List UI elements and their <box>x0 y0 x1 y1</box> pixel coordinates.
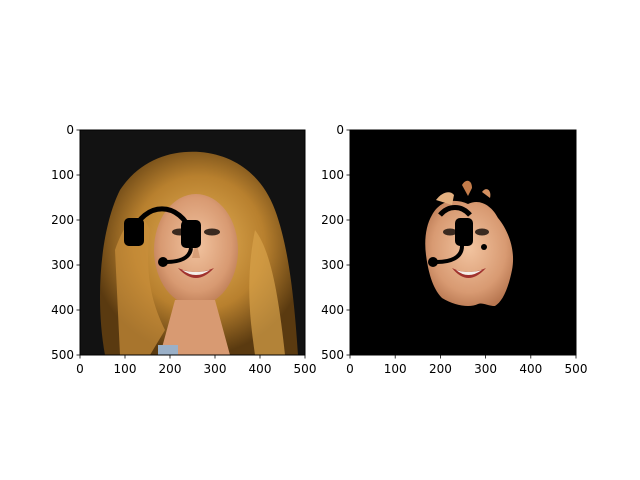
masked-earcup <box>455 218 473 246</box>
x-tick-label: 500 <box>294 362 317 376</box>
axes-frame <box>79 129 306 356</box>
x-tick-label: 300 <box>204 362 227 376</box>
right-earcup <box>181 220 201 248</box>
y-tick-label: 0 <box>66 123 74 137</box>
masked-teeth <box>456 270 482 275</box>
y-tick-label: 300 <box>51 258 74 272</box>
masked-left-eye <box>443 228 457 236</box>
masked-right-eye <box>475 228 489 236</box>
y-tick-label: 500 <box>321 348 344 362</box>
nose <box>192 240 200 258</box>
x-tick-label: 0 <box>346 362 354 376</box>
y-tick-label: 400 <box>51 303 74 317</box>
y-tick-label: 0 <box>336 123 344 137</box>
masked-face <box>425 200 514 306</box>
y-tick-label: 100 <box>51 168 74 182</box>
masked-image <box>350 130 576 355</box>
x-tick-label: 100 <box>114 362 137 376</box>
x-tick-label: 200 <box>159 362 182 376</box>
headset-mic-arm <box>165 247 193 264</box>
x-tick-label: 300 <box>474 362 497 376</box>
axes-frame <box>349 129 577 356</box>
masked-mic <box>428 257 438 267</box>
y-tick-label: 300 <box>321 258 344 272</box>
necklace <box>158 345 178 355</box>
x-tick-label: 0 <box>76 362 84 376</box>
hair-fragment-3 <box>482 189 491 198</box>
x-tick-label: 400 <box>519 362 542 376</box>
hair-strands-left <box>115 217 165 355</box>
y-tick-label: 400 <box>321 303 344 317</box>
teeth <box>182 270 210 275</box>
y-tick-label: 500 <box>51 348 74 362</box>
y-tick-label: 200 <box>51 213 74 227</box>
x-tick-label: 100 <box>384 362 407 376</box>
hair-fragment-1 <box>436 192 454 205</box>
portrait-image <box>80 130 305 355</box>
x-tick-label: 500 <box>565 362 588 376</box>
neck <box>160 300 230 355</box>
masked-mic-arm <box>436 245 464 264</box>
hair-strands-right <box>249 230 285 355</box>
masked-headset-band <box>438 204 472 217</box>
y-tick-label: 200 <box>321 213 344 227</box>
y-tick-label: 100 <box>321 168 344 182</box>
right-eye <box>204 228 220 236</box>
x-tick-label: 200 <box>429 362 452 376</box>
masked-speck <box>481 244 487 250</box>
hair-fragment-2 <box>462 180 472 196</box>
x-tick-label: 400 <box>249 362 272 376</box>
headset-mic <box>158 257 168 267</box>
left-earcup <box>124 218 144 246</box>
